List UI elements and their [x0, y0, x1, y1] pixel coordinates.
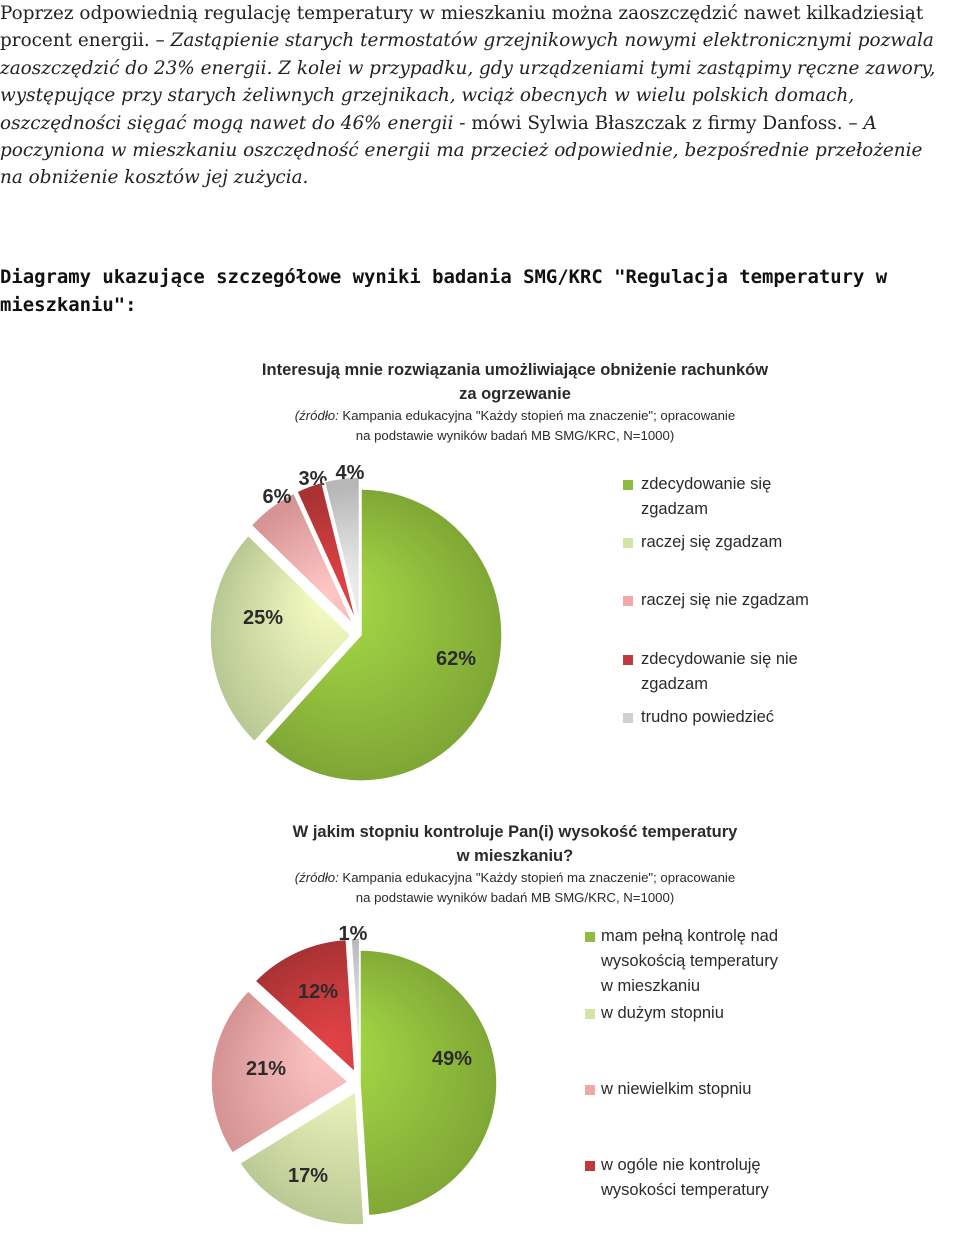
legend-swatch	[623, 596, 633, 606]
paragraph-line: Poprzez odpowiednią regulację temperatur…	[0, 0, 960, 27]
legend-label: trudno powiedzieć	[641, 708, 774, 726]
chart-source: (źródło: Kampania edukacyjna "Każdy stop…	[195, 406, 835, 446]
pie-slice	[253, 938, 356, 1074]
pie-data-label: 25%	[243, 607, 283, 629]
pie-chart-temperature-control: W jakim stopniu kontroluje Pan(i) wysoko…	[195, 818, 835, 1237]
legend-swatch	[585, 1161, 595, 1171]
chart-source-text: Kampania edukacyjna "Każdy stopień ma zn…	[338, 408, 736, 423]
pie-chart-2: 49% 17% 21% 12% 1%	[210, 923, 498, 1226]
pie-data-label: 6%	[263, 486, 292, 508]
pie-data-label: 4%	[336, 462, 365, 484]
paragraph-text: procent energii.	[0, 30, 156, 52]
heading-line: Diagramy ukazujące szczegółowe wyniki ba…	[0, 266, 888, 288]
legend-item: w niewielkim stopniu	[585, 1077, 833, 1103]
article-paragraph: Poprzez odpowiednią regulację temperatur…	[0, 0, 960, 192]
quote-text: na obniżenie kosztów jej zużycia.	[0, 167, 309, 189]
legend-label: w niewielkim stopniu	[601, 1080, 752, 1098]
legend-swatch	[585, 932, 595, 942]
pie-slice	[250, 492, 355, 626]
chart-source-text: Kampania edukacyjna "Każdy stopień ma zn…	[338, 870, 736, 885]
legend-label: raczej się zgadzam	[641, 533, 783, 551]
legend-label: zdecydowanie się zgadzam	[641, 475, 772, 518]
legend-label: w ogóle nie kontroluję wysokości temperat…	[601, 1156, 769, 1199]
paragraph-line: zaoszczędzić do 23% energii. Z kolei w p…	[0, 55, 960, 82]
pie-data-label: 3%	[299, 468, 328, 490]
pie-slice	[210, 989, 350, 1155]
paragraph-line: na obniżenie kosztów jej zużycia.	[0, 164, 960, 191]
legend-swatch	[623, 538, 633, 548]
legend-label: raczej się nie zgadzam	[641, 591, 809, 609]
legend-swatch	[585, 1085, 595, 1095]
section-heading: Diagramy ukazujące szczegółowe wyniki ba…	[0, 263, 960, 319]
legend-item: raczej się nie zgadzam	[623, 588, 833, 614]
paragraph-line: poczyniona w mieszkaniu oszczędność ener…	[0, 137, 960, 164]
quote-text: poczyniona w mieszkaniu oszczędność ener…	[0, 139, 923, 161]
quote-text: – A	[848, 112, 877, 134]
chart-source: (źródło: Kampania edukacyjna "Każdy stop…	[195, 868, 835, 908]
pie-chart-1: 62% 25% 6% 3% 4%	[209, 462, 503, 782]
legend-item: zdecydowanie się nie zgadzam	[623, 647, 833, 699]
legend-label: mam pełną kontrolę nad wysokością tempera…	[601, 927, 779, 995]
legend-item: w ogóle nie kontroluję wysokości temperat…	[585, 1153, 833, 1205]
quote-text: występujące przy starych żeliwnych grzej…	[0, 85, 855, 107]
paragraph-line: procent energii. – Zastąpienie starych t…	[0, 27, 960, 54]
legend-item: zdecydowanie się zgadzam	[623, 472, 833, 524]
paragraph-line: oszczędności sięgać mogą nawet do 46% en…	[0, 110, 960, 137]
legend-item: trudno powiedzieć	[623, 705, 833, 731]
legend-swatch	[623, 480, 633, 490]
legend-label: w dużym stopniu	[601, 1004, 724, 1022]
pie-slice	[359, 949, 498, 1217]
paragraph-line: występujące przy starych żeliwnych grzej…	[0, 82, 960, 109]
pie-data-label: 1%	[339, 923, 368, 945]
pie-slice	[263, 488, 503, 782]
pie-data-label: 62%	[436, 648, 476, 670]
chart-title-line: w mieszkaniu?	[456, 847, 574, 865]
quote-text: oszczędności sięgać mogą nawet do 46% en…	[0, 112, 454, 134]
chart-title: W jakim stopniu kontroluje Pan(i) wysoko…	[195, 820, 835, 868]
pie-slice	[209, 534, 353, 743]
paragraph-text: Poprzez odpowiednią regulację temperatur…	[0, 3, 924, 24]
quote-text: – Zastąpienie starych termostatów grzejn…	[155, 30, 934, 52]
legend-swatch	[623, 713, 633, 723]
pie-slice	[295, 481, 358, 625]
pie-data-label: 21%	[246, 1058, 286, 1080]
legend-item: w dużym stopniu	[585, 1001, 833, 1027]
attribution-text: - mówi Sylwia Błaszczak z firmy Danfoss.	[453, 112, 849, 134]
legend-swatch	[623, 655, 633, 665]
pie-data-label: 17%	[288, 1165, 328, 1187]
pie-slice	[238, 1090, 365, 1226]
chart-title-line: W jakim stopniu kontroluje Pan(i) wysoko…	[292, 823, 738, 841]
chart-source-text: na podstawie wyników badań MB SMG/KRC, N…	[355, 890, 675, 905]
pie-chart-solutions-interest: Interesują mnie rozwiązania umożliwiając…	[195, 352, 835, 782]
chart-source-label: (źródło:	[294, 870, 339, 885]
legend-label: zdecydowanie się nie zgadzam	[641, 650, 798, 693]
chart-source-label: (źródło:	[294, 408, 339, 423]
chart-title-line: Interesują mnie rozwiązania umożliwiając…	[261, 361, 769, 379]
heading-line: mieszkaniu":	[0, 294, 137, 316]
chart-source-text: na podstawie wyników badań MB SMG/KRC, N…	[355, 428, 675, 443]
legend-item: mam pełną kontrolę nad wysokością tempera…	[585, 924, 833, 1002]
legend-swatch	[585, 1009, 595, 1019]
pie-data-label: 12%	[298, 981, 338, 1003]
pie-slice	[350, 937, 361, 1072]
pie-data-label: 49%	[432, 1048, 472, 1070]
quote-text: zaoszczędzić do 23% energii. Z kolei w p…	[0, 57, 936, 79]
legend-item: raczej się zgadzam	[623, 530, 833, 556]
chart-title: Interesują mnie rozwiązania umożliwiając…	[195, 358, 835, 406]
chart-title-line: za ogrzewanie	[459, 385, 571, 403]
pie-slice	[323, 476, 361, 624]
